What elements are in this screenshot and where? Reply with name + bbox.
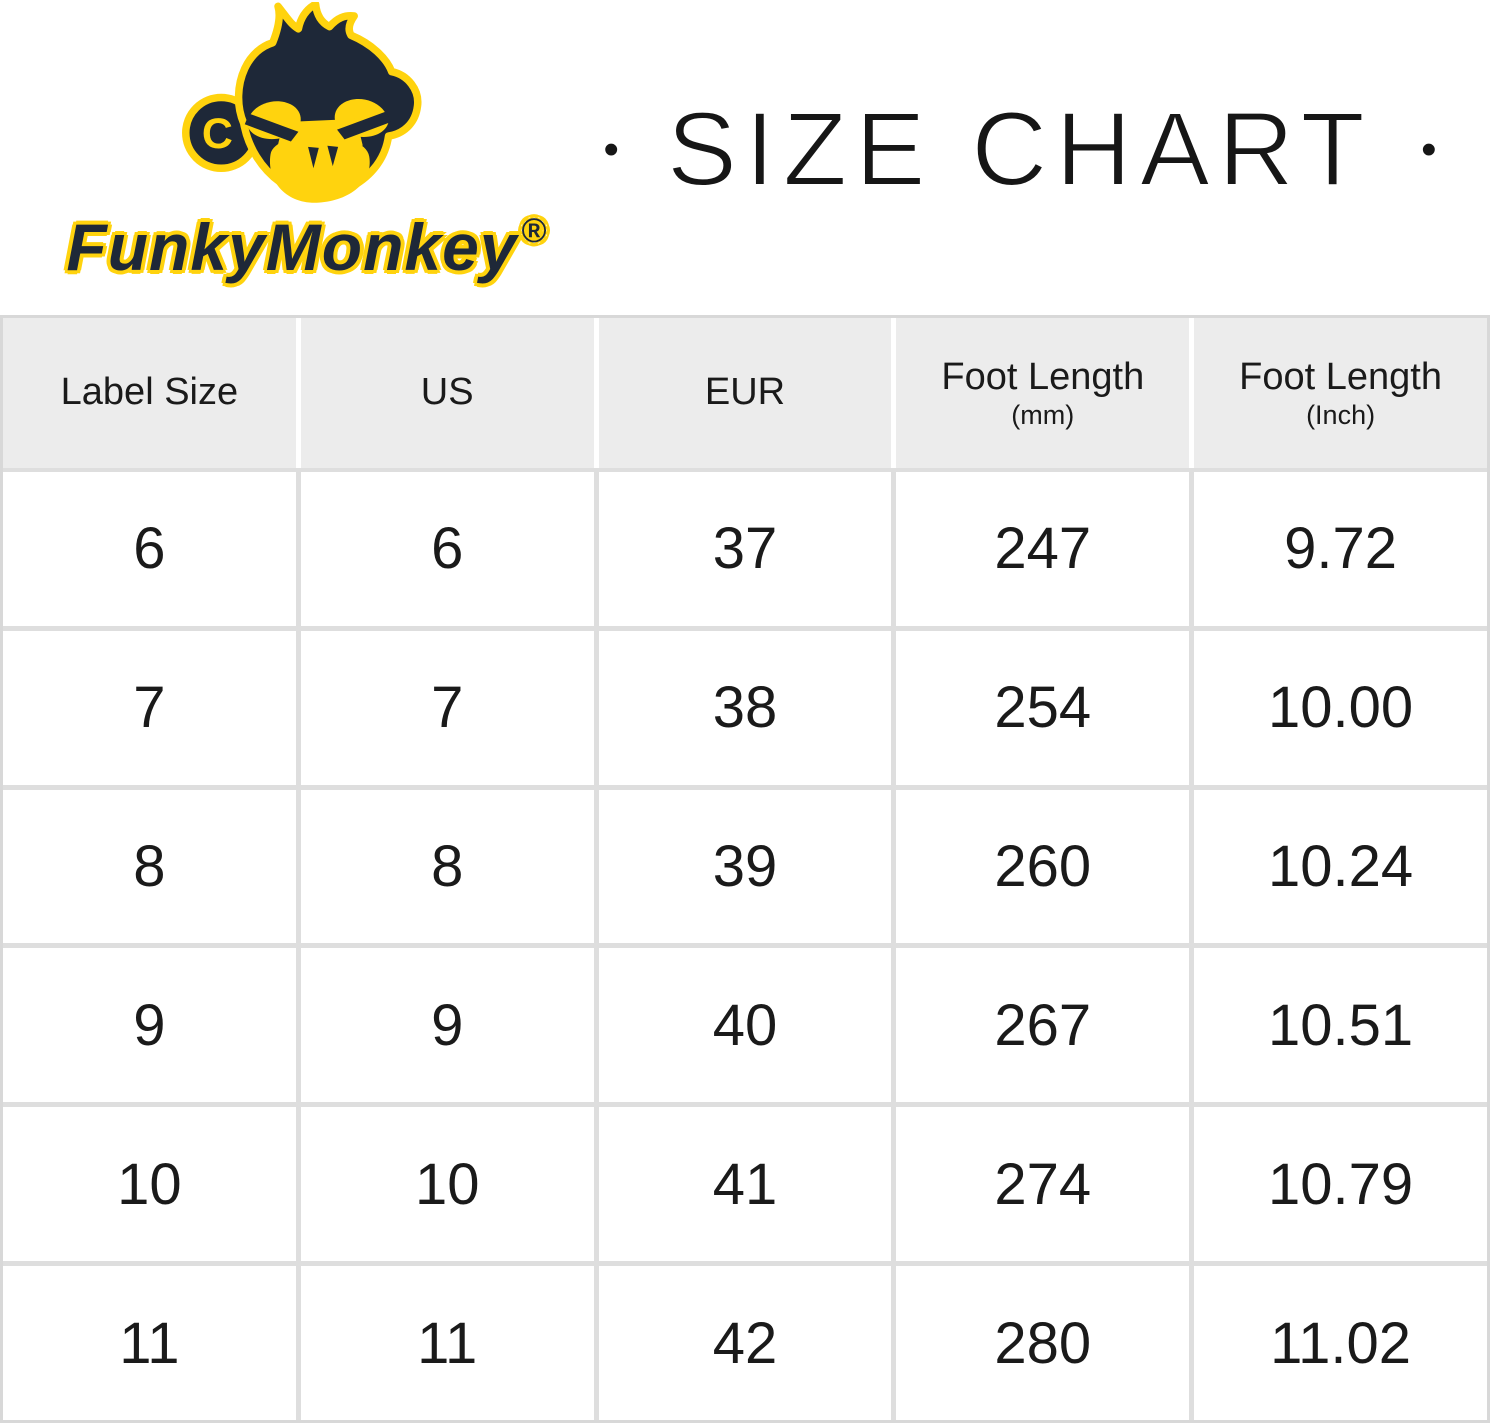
table-row: 9 9 40 267 10.51 bbox=[3, 948, 1487, 1103]
monkey-muzzle bbox=[269, 135, 370, 203]
table-cell: 280 bbox=[896, 1266, 1190, 1420]
table-header-row: Label Size US EUR Foot Length (mm) Foot … bbox=[3, 318, 1487, 468]
table-cell: 260 bbox=[896, 789, 1190, 944]
table-cell: 6 bbox=[300, 472, 594, 626]
table-cell: 39 bbox=[598, 789, 892, 944]
table-cell: 10 bbox=[300, 1107, 594, 1262]
table-cell: 10.24 bbox=[1194, 789, 1487, 944]
page-title-text: SIZE CHART bbox=[666, 90, 1374, 209]
table-cell: 10.51 bbox=[1194, 948, 1487, 1103]
size-chart-table: Label Size US EUR Foot Length (mm) Foot … bbox=[0, 315, 1490, 1423]
monkey-ear-c-detail: C bbox=[202, 110, 233, 158]
table-row: 7 7 38 254 10.00 bbox=[3, 630, 1487, 785]
table-row: 11 11 42 280 11.02 bbox=[3, 1266, 1487, 1420]
table-cell: 38 bbox=[598, 630, 892, 785]
monkey-left-brow bbox=[244, 113, 299, 142]
column-header-us: US bbox=[300, 318, 594, 468]
table-cell: 7 bbox=[3, 630, 296, 785]
page-header: C FunkyMonkey ® • SIZE CHART • bbox=[0, 0, 1490, 315]
table-cell: 10.79 bbox=[1194, 1107, 1487, 1262]
brand-wordmark: FunkyMonkey ® bbox=[64, 209, 550, 285]
column-header-label: US bbox=[420, 371, 474, 414]
column-header-foot-length-inch: Foot Length (Inch) bbox=[1194, 318, 1487, 468]
column-header-label-size: Label Size bbox=[3, 318, 296, 468]
table-cell: 11 bbox=[3, 1266, 296, 1420]
brand-name: FunkyMonkey bbox=[66, 210, 518, 284]
table-cell: 41 bbox=[598, 1107, 892, 1262]
table-cell: 37 bbox=[598, 472, 892, 626]
registered-mark: ® bbox=[521, 212, 548, 250]
table-cell: 7 bbox=[300, 630, 594, 785]
table-cell: 267 bbox=[896, 948, 1190, 1103]
title-dot-left: • bbox=[603, 125, 619, 174]
column-header-label: Foot Length bbox=[941, 355, 1145, 398]
column-header-label: Foot Length bbox=[1239, 355, 1442, 398]
table-cell: 247 bbox=[896, 472, 1190, 626]
column-header-unit: (mm) bbox=[1011, 400, 1075, 431]
page-title: • SIZE CHART • bbox=[550, 0, 1490, 300]
monkey-right-brow bbox=[337, 111, 391, 140]
title-dot-right: • bbox=[1421, 125, 1437, 174]
monkey-face-icon: C bbox=[182, 2, 422, 203]
table-cell: 8 bbox=[300, 789, 594, 944]
table-cell: 11.02 bbox=[1194, 1266, 1487, 1420]
column-header-label: EUR bbox=[704, 371, 786, 414]
brand-logo: C FunkyMonkey ® bbox=[64, 2, 550, 285]
table-cell: 6 bbox=[3, 472, 296, 626]
column-header-unit: (Inch) bbox=[1306, 400, 1376, 431]
table-row: 10 10 41 274 10.79 bbox=[3, 1107, 1487, 1262]
table-cell: 10.00 bbox=[1194, 630, 1487, 785]
table-cell: 10 bbox=[3, 1107, 296, 1262]
table-cell: 9 bbox=[3, 948, 296, 1103]
monkey-nostril-left bbox=[308, 146, 319, 169]
table-row: 8 8 39 260 10.24 bbox=[3, 789, 1487, 944]
table-cell: 40 bbox=[598, 948, 892, 1103]
table-cell: 9.72 bbox=[1194, 472, 1487, 626]
table-cell: 11 bbox=[300, 1266, 594, 1420]
column-header-label: Label Size bbox=[60, 371, 239, 414]
table-cell: 9 bbox=[300, 948, 594, 1103]
table-body: 6 6 37 247 9.72 7 7 38 254 10.00 8 8 39 … bbox=[3, 468, 1487, 1420]
column-header-foot-length-mm: Foot Length (mm) bbox=[896, 318, 1190, 468]
monkey-nostril-right bbox=[327, 145, 339, 167]
table-cell: 274 bbox=[896, 1107, 1190, 1262]
table-cell: 254 bbox=[896, 630, 1190, 785]
table-row: 6 6 37 247 9.72 bbox=[3, 472, 1487, 626]
table-cell: 42 bbox=[598, 1266, 892, 1420]
column-header-eur: EUR bbox=[598, 318, 892, 468]
table-cell: 8 bbox=[3, 789, 296, 944]
